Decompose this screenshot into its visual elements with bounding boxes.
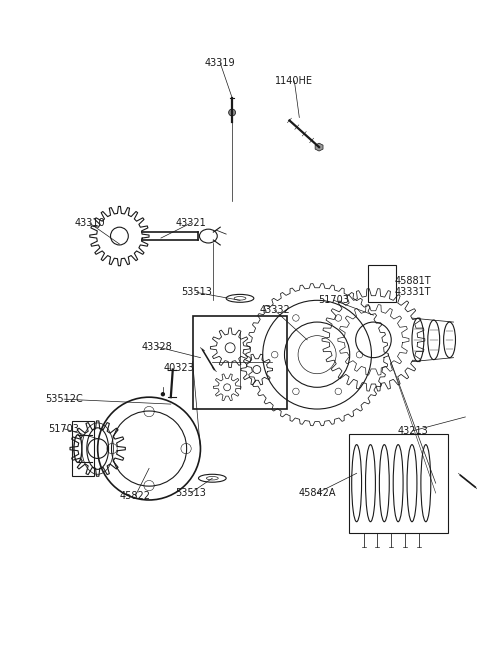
Text: 43331T: 43331T (395, 288, 431, 297)
Bar (72, 421, 94, 476)
Polygon shape (315, 143, 323, 151)
Bar (192, 316, 288, 409)
Text: 53512C: 53512C (45, 394, 83, 404)
Text: 53513: 53513 (175, 488, 206, 498)
Text: 51703: 51703 (48, 424, 80, 434)
Text: 45822: 45822 (120, 491, 151, 501)
Text: 40323: 40323 (163, 362, 194, 373)
Text: 43321: 43321 (175, 218, 206, 228)
Text: 43328: 43328 (142, 342, 172, 352)
Text: 53513: 53513 (181, 288, 212, 297)
Text: 43332: 43332 (259, 305, 290, 315)
Bar (369, 265, 396, 303)
Text: 45842A: 45842A (299, 488, 336, 498)
Circle shape (228, 109, 236, 116)
Text: 1140HE: 1140HE (276, 76, 313, 86)
Text: 43319: 43319 (205, 58, 236, 68)
Text: 51703: 51703 (318, 295, 349, 305)
Text: 43213: 43213 (397, 426, 428, 436)
Text: 43310: 43310 (74, 218, 105, 228)
Bar (349, 434, 447, 533)
Text: 45881T: 45881T (395, 276, 432, 286)
Circle shape (161, 393, 164, 396)
